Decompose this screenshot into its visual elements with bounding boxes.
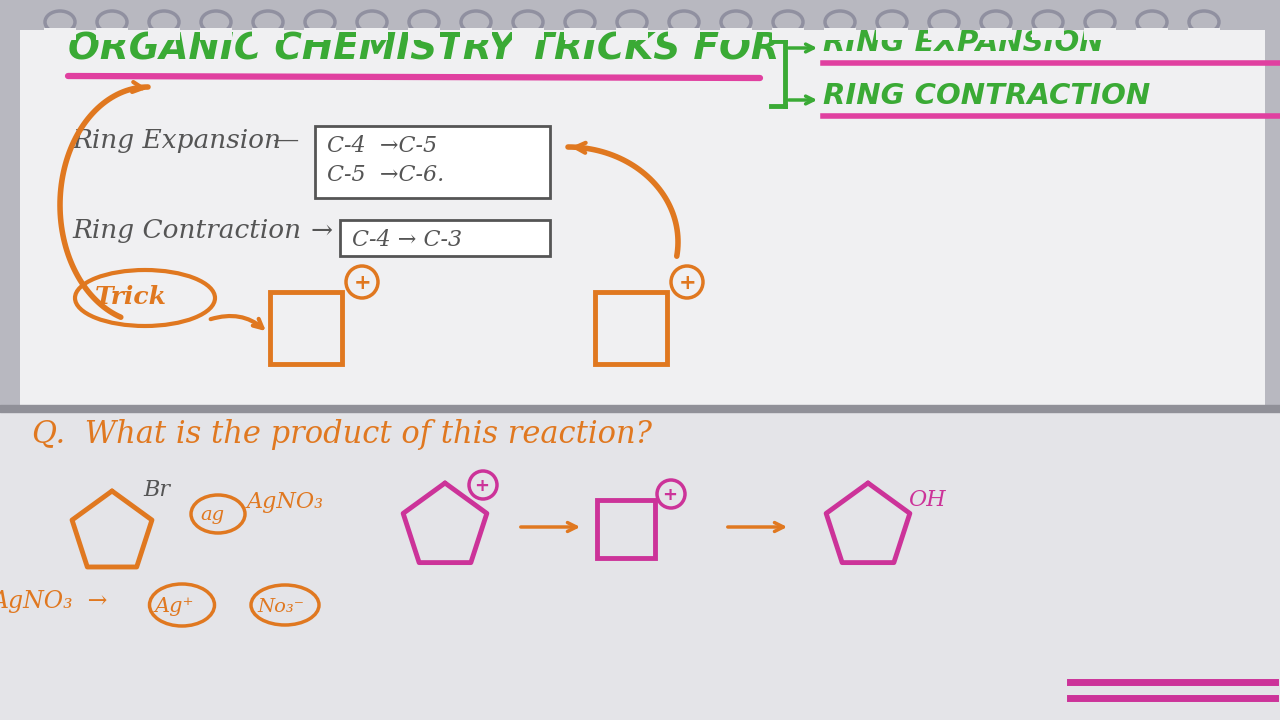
Text: C-4  →C-5: C-4 →C-5 xyxy=(326,135,438,157)
Bar xyxy=(668,28,700,40)
Text: Ring Expansion: Ring Expansion xyxy=(72,128,282,153)
Bar xyxy=(408,28,440,40)
Text: —: — xyxy=(273,128,300,153)
Bar xyxy=(96,28,128,40)
Bar xyxy=(1084,28,1116,40)
Text: ORGANIC CHEMISTRY TRICKS FOR: ORGANIC CHEMISTRY TRICKS FOR xyxy=(68,32,780,68)
Bar xyxy=(980,28,1012,40)
Text: OH: OH xyxy=(908,489,946,511)
Text: Trick: Trick xyxy=(95,285,166,309)
Bar xyxy=(824,28,856,40)
Bar xyxy=(616,28,648,40)
Text: RING EXPANSION: RING EXPANSION xyxy=(823,29,1103,57)
Bar xyxy=(928,28,960,40)
Text: AgNO₃: AgNO₃ xyxy=(247,491,324,513)
Bar xyxy=(512,28,544,40)
Bar xyxy=(44,28,76,40)
Bar xyxy=(596,500,655,558)
Text: Ag⁺: Ag⁺ xyxy=(155,597,195,616)
Bar xyxy=(315,126,550,198)
Text: AgNO₃  →: AgNO₃ → xyxy=(0,590,109,613)
Bar xyxy=(564,28,596,40)
Text: Q.  What is the product of this reaction?: Q. What is the product of this reaction? xyxy=(32,419,652,450)
Bar xyxy=(876,28,908,40)
Text: Br: Br xyxy=(143,479,170,501)
Bar xyxy=(0,408,1280,720)
Bar xyxy=(719,28,753,40)
Text: C-4 → C-3: C-4 → C-3 xyxy=(352,229,462,251)
Bar xyxy=(595,292,667,364)
Bar xyxy=(356,28,388,40)
Text: C-5  →C-6.: C-5 →C-6. xyxy=(326,164,444,186)
Text: No₃⁻: No₃⁻ xyxy=(257,598,305,616)
Text: +: + xyxy=(355,273,371,293)
Text: RING CONTRACTION: RING CONTRACTION xyxy=(823,82,1151,110)
Bar xyxy=(270,292,342,364)
Bar xyxy=(305,28,335,40)
Text: +: + xyxy=(678,273,696,293)
Bar xyxy=(148,28,180,40)
Bar xyxy=(1137,28,1169,40)
Bar xyxy=(252,28,284,40)
Bar xyxy=(1188,28,1220,40)
Bar xyxy=(200,28,232,40)
Text: Ring Contraction: Ring Contraction xyxy=(72,218,301,243)
Bar xyxy=(20,30,1265,420)
Bar xyxy=(460,28,492,40)
Bar xyxy=(1032,28,1064,40)
Bar xyxy=(340,220,550,256)
Text: →: → xyxy=(310,218,332,243)
Bar xyxy=(772,28,804,40)
Text: ag: ag xyxy=(200,506,224,524)
Text: +: + xyxy=(662,486,677,504)
Text: +: + xyxy=(474,477,489,495)
